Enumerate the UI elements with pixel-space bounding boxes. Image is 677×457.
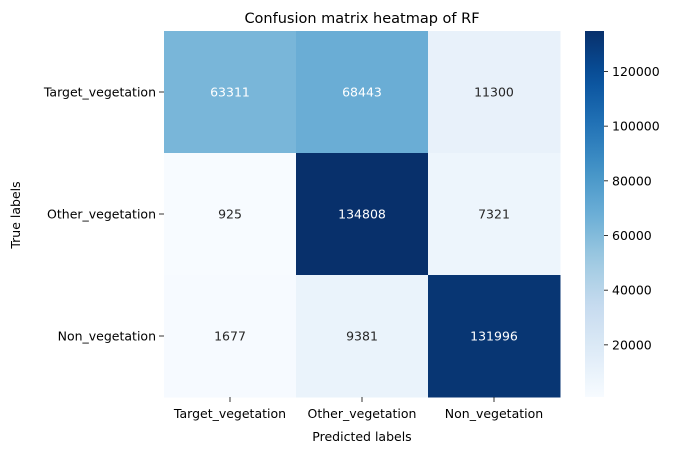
- cell-value-label: 925: [218, 207, 242, 222]
- cell-value-label: 1677: [214, 329, 246, 344]
- cell-value-label: 63311: [210, 85, 250, 100]
- colorbar-gradient: [585, 31, 604, 397]
- y-axis-label: True labels: [8, 181, 23, 249]
- colorbar-tick-label: 40000: [612, 283, 652, 298]
- x-axis-label: Predicted labels: [312, 429, 411, 444]
- heatmap-cell: [164, 153, 297, 276]
- cell-value-label: 131996: [470, 329, 518, 344]
- heatmap-cell: [296, 31, 429, 154]
- heatmap-cell: [164, 275, 297, 398]
- heatmap-cell: [164, 31, 297, 154]
- cell-value-label: 68443: [342, 85, 382, 100]
- y-axis-ticks: Target_vegetation Other_vegetation Non_veg…: [43, 85, 164, 344]
- heatmap-cell: [428, 153, 561, 276]
- colorbar-tick-label: 20000: [612, 337, 652, 352]
- y-tick-label: Target_vegetation: [43, 85, 156, 100]
- heatmap-cell: [296, 153, 429, 276]
- colorbar: 20000 40000 60000 80000 100000 120000: [585, 31, 660, 397]
- cell-value-label: 134808: [338, 207, 386, 222]
- cell-value-label: 9381: [346, 329, 378, 344]
- chart-title: Confusion matrix heatmap of RF: [244, 11, 479, 27]
- x-axis-ticks: Target_vegetation Other_vegetation Non_veg…: [173, 397, 543, 421]
- colorbar-tick-label: 80000: [612, 173, 652, 188]
- x-tick-label: Target_vegetation: [173, 406, 286, 421]
- heatmap-cell: [428, 275, 561, 398]
- y-tick-label: Other_vegetation: [47, 207, 156, 222]
- x-tick-label: Non_vegetation: [445, 406, 543, 421]
- x-tick-label: Other_vegetation: [308, 406, 417, 421]
- heatmap-cells: 63311 68443 11300 925 134808 7321 1677 9381 1319…: [164, 31, 561, 398]
- cell-value-label: 11300: [474, 85, 514, 100]
- heatmap-cell: [296, 275, 429, 398]
- colorbar-tick-label: 120000: [612, 64, 660, 79]
- colorbar-tick-label: 100000: [612, 119, 660, 134]
- y-tick-label: Non_vegetation: [58, 329, 156, 344]
- colorbar-tick-label: 60000: [612, 228, 652, 243]
- heatmap-cell: [428, 31, 561, 154]
- cell-value-label: 7321: [478, 207, 510, 222]
